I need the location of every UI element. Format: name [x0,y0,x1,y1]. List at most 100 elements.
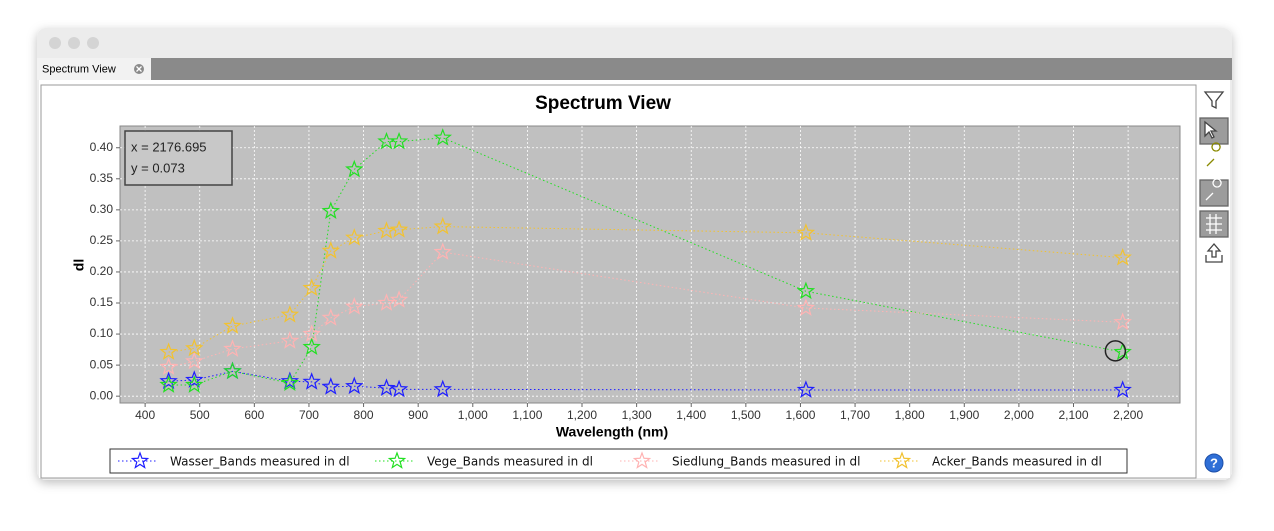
star-marker [1113,247,1132,266]
y-tick-label: 0.25 [90,233,114,247]
zoom-icon[interactable] [1206,142,1221,167]
help-text: ? [1210,455,1218,470]
star-marker [1113,380,1132,398]
star-marker [1113,312,1132,331]
series-line [168,370,1123,391]
x-tick-label: 1,100 [512,408,542,422]
crosshair-x: x = 2176.695 [131,139,207,154]
star-marker [345,376,364,395]
y-tick-label: 0.10 [90,326,114,340]
star-marker [159,375,178,393]
x-tick-label: 1,200 [567,408,597,422]
star-marker [796,223,816,241]
legend-marker [387,451,407,469]
crosshair-y: y = 0.073 [131,160,185,175]
star-marker [321,201,341,219]
x-axis-label: Wavelength (nm) [556,424,668,440]
star-marker [433,216,452,235]
star-marker [280,373,300,391]
star-marker [389,379,409,398]
crosshair-marker [1104,340,1127,362]
x-tick-label: 400 [135,408,155,422]
star-marker [377,378,396,396]
x-tick-label: 1,000 [458,408,488,422]
star-marker [185,338,204,357]
star-marker [433,242,452,260]
star-marker [223,361,242,380]
star-marker [159,357,178,375]
star-marker [185,370,204,388]
legend-label: Siedlung_Bands measured in dl [672,455,860,469]
help-button[interactable] [1204,453,1224,473]
legend-marker [632,451,652,469]
x-tick-label: 1,300 [622,408,652,422]
chart-title: Spectrum View [535,93,671,114]
star-marker [185,351,204,370]
star-marker [223,339,242,357]
x-tick-label: 2,100 [1058,408,1088,422]
x-tick-label: 800 [354,408,374,422]
tab[interactable] [37,58,151,80]
star-marker [321,377,341,395]
star-marker [321,308,341,326]
x-tick-label: 600 [244,408,264,422]
x-tick-label: 1,600 [785,408,815,422]
zoom-icon-2 [1205,178,1222,201]
export-icon[interactable] [1205,243,1223,263]
star-marker [223,316,242,334]
star-marker [159,342,178,360]
star-marker [1113,342,1132,360]
tab-close-x [136,66,142,72]
star-marker [302,324,321,342]
star-marker [302,278,321,296]
y-tick-label: 0.05 [90,357,114,371]
zoom-button[interactable] [87,37,99,49]
star-marker [433,128,452,146]
star-marker [433,379,452,398]
minimize-button[interactable] [68,37,80,49]
x-tick-label: 1,900 [949,408,979,422]
legend-label: Acker_Bands measured in dl [932,455,1102,469]
legend [109,448,1128,474]
x-tick-label: 700 [299,408,319,422]
star-marker [345,228,364,246]
y-tick-label: 0.20 [90,264,114,278]
star-marker [159,371,178,390]
tab-title: Spectrum View [42,63,116,75]
legend-marker [892,451,912,469]
filter-icon[interactable] [1203,91,1225,110]
x-tick-label: 2,200 [1113,408,1143,422]
grid-icon [1206,214,1222,234]
star-marker [389,220,409,238]
plot: 400 500 600 700 800 900 1,000 1,100 1,200 1,300 1,… [90,125,1181,474]
legend-marker [130,451,150,469]
star-marker [377,293,396,311]
cursor-icon [1204,120,1218,139]
x-tick-label: 900 [408,408,428,422]
zoom-tool[interactable] [1199,179,1229,207]
x-tick-label: 1,700 [840,408,870,422]
star-marker [345,159,364,178]
y-axis-label: dl [71,259,87,271]
y-tick-label: 0.15 [90,295,114,309]
y-tick-label: 0.40 [90,140,114,154]
crosshair-box [124,130,233,186]
star-marker [389,131,409,150]
x-tick-label: 1,500 [731,408,761,422]
x-tick-label: 1,800 [895,408,925,422]
close-button[interactable] [49,37,61,49]
y-tick-label: 0.00 [90,388,114,402]
y-tick-label: 0.35 [90,171,114,185]
star-marker [280,305,300,323]
y-tick-label: 0.30 [90,202,114,216]
legend-label: Vege_Bands measured in dl [427,455,593,469]
series-line [168,137,1123,386]
legend-label: Wasser_Bands measured in dl [170,455,350,469]
tab-bar [37,58,1232,80]
star-marker [345,297,364,315]
series-line [168,251,1123,368]
star-marker [321,241,341,259]
star-marker [796,281,816,300]
